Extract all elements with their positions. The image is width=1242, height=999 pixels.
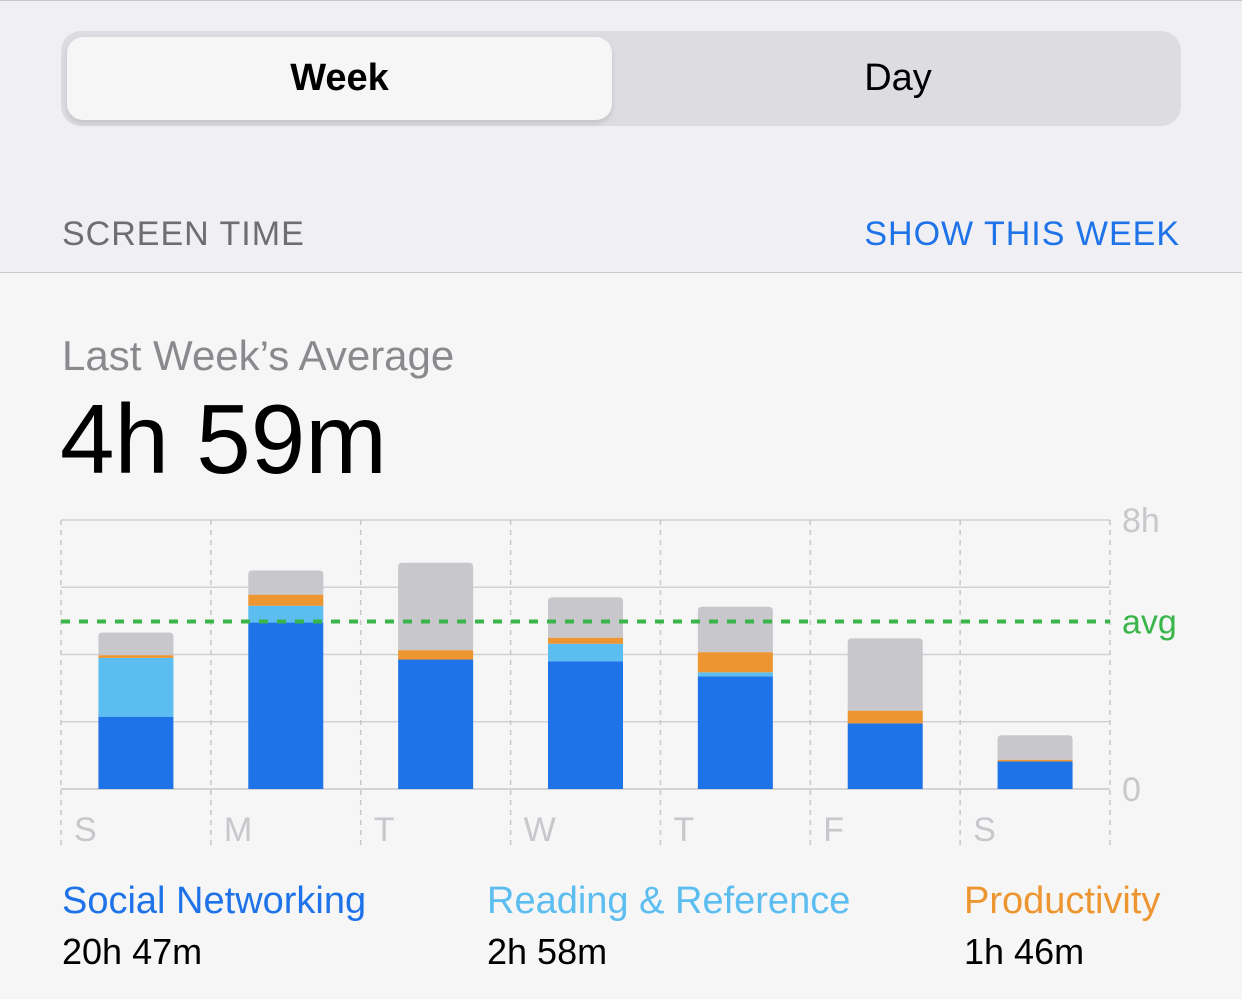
bar-segment[interactable] [697, 676, 773, 789]
bar-segment[interactable] [847, 723, 923, 789]
day-label: M [224, 811, 252, 849]
header-area: Week Day SCREEN TIME SHOW THIS WEEK [0, 0, 1242, 273]
average-line-label: avg [1122, 604, 1177, 642]
bar-segment[interactable] [847, 638, 923, 711]
bar-segment[interactable] [697, 606, 773, 653]
average-label: Last Week’s Average [62, 332, 455, 379]
day-label: S [973, 811, 996, 849]
day-label: T [673, 811, 694, 849]
show-this-week-link[interactable]: SHOW THIS WEEK [864, 215, 1180, 253]
legend-reading-reference[interactable]: Reading & Reference 2h 58m [487, 878, 850, 980]
week-day-segmented-control[interactable]: Week Day [61, 31, 1181, 126]
bar-segment[interactable] [248, 570, 324, 595]
bar-segment[interactable] [997, 761, 1073, 789]
bar-segment[interactable] [997, 735, 1073, 760]
bar-segment[interactable] [997, 759, 1073, 762]
legend-value: 1h 46m [964, 931, 1085, 972]
legend-productivity[interactable]: Productivity 1h 46m [964, 878, 1160, 980]
segment-week[interactable]: Week [67, 37, 612, 120]
average-value: 4h 59m [60, 384, 387, 494]
day-label: W [524, 811, 556, 849]
bar-segment[interactable] [248, 622, 324, 789]
bar-segment[interactable] [398, 562, 474, 651]
bar-segment[interactable] [248, 605, 324, 623]
bar-segment[interactable] [98, 655, 174, 658]
bar-segment[interactable] [398, 650, 474, 660]
bar-segment[interactable] [398, 659, 474, 789]
bar-segment[interactable] [697, 652, 773, 673]
legend-name: Reading & Reference [487, 880, 851, 922]
bar-segment[interactable] [548, 643, 623, 662]
bar-segment[interactable] [248, 594, 324, 606]
bar-segment[interactable] [548, 661, 623, 789]
legend-name: Social Networking [62, 880, 367, 922]
y-tick-label: 8h [1122, 502, 1160, 540]
bar-segment[interactable] [98, 632, 174, 656]
bar-segment[interactable] [548, 637, 623, 644]
bar-segment[interactable] [697, 672, 773, 677]
day-label: F [823, 811, 844, 849]
legend-social-networking[interactable]: Social Networking 20h 47m [62, 878, 366, 980]
day-label: T [374, 811, 395, 849]
y-tick-label: 0 [1122, 771, 1141, 809]
legend-value: 2h 58m [487, 931, 608, 972]
bar-segment[interactable] [847, 710, 923, 724]
bar-segment[interactable] [98, 657, 174, 717]
bar-segment[interactable] [548, 597, 623, 638]
bar-segment[interactable] [98, 716, 174, 789]
section-title: SCREEN TIME [62, 215, 305, 253]
day-label: S [74, 811, 97, 849]
legend-name: Productivity [964, 880, 1161, 922]
legend-value: 20h 47m [62, 931, 203, 972]
segment-day[interactable]: Day [864, 57, 932, 99]
